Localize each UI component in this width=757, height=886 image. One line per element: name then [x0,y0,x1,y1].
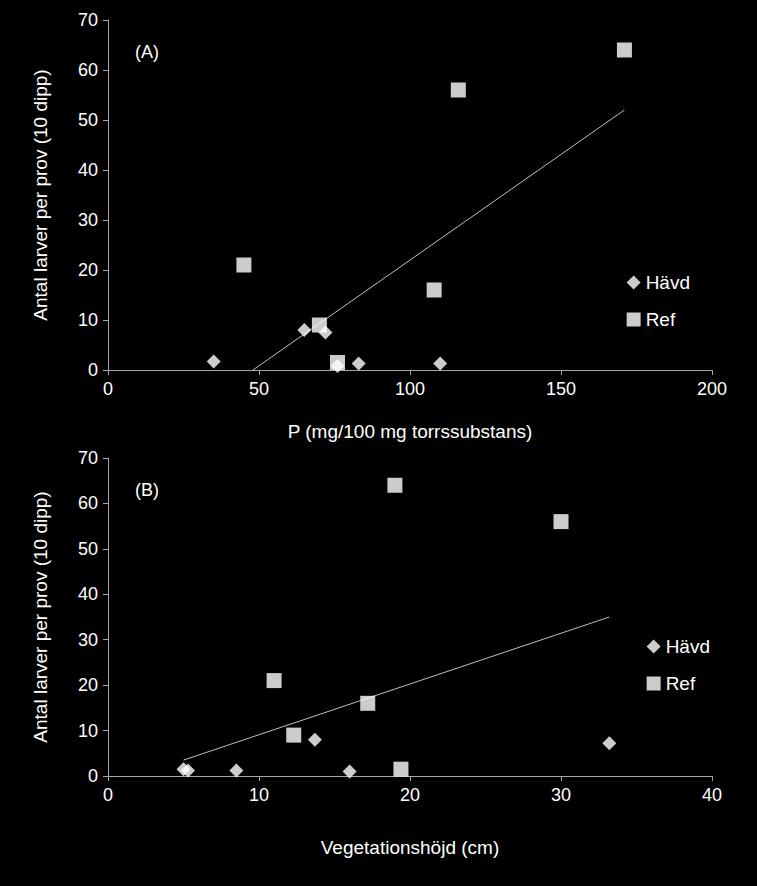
svg-text:30: 30 [78,630,98,650]
svg-text:60: 60 [78,60,98,80]
svg-text:(A): (A) [135,42,159,62]
svg-text:Ref: Ref [666,673,696,694]
svg-text:0: 0 [103,785,113,805]
svg-text:0: 0 [88,766,98,786]
svg-text:70: 70 [78,10,98,30]
svg-text:Ref: Ref [646,309,676,330]
svg-text:(B): (B) [135,480,159,500]
svg-text:50: 50 [78,539,98,559]
svg-text:100: 100 [395,379,425,399]
svg-text:40: 40 [78,584,98,604]
svg-text:40: 40 [78,160,98,180]
svg-text:200: 200 [697,379,727,399]
svg-text:60: 60 [78,493,98,513]
svg-text:0: 0 [103,379,113,399]
svg-text:0: 0 [88,360,98,380]
svg-text:20: 20 [78,260,98,280]
svg-text:Antal larver per prov (10 dipp: Antal larver per prov (10 dipp) [30,69,51,320]
svg-text:150: 150 [546,379,576,399]
svg-text:10: 10 [249,785,269,805]
svg-text:Hävd: Hävd [666,636,710,657]
svg-text:P (mg/100 mg torrssubstans): P (mg/100 mg torrssubstans) [288,421,533,442]
svg-text:30: 30 [551,785,571,805]
svg-text:10: 10 [78,721,98,741]
svg-text:30: 30 [78,210,98,230]
svg-text:10: 10 [78,310,98,330]
svg-text:Antal larver per prov (10 dipp: Antal larver per prov (10 dipp) [30,491,51,742]
svg-text:Vegetationshöjd (cm): Vegetationshöjd (cm) [321,837,500,858]
svg-text:50: 50 [249,379,269,399]
svg-text:20: 20 [400,785,420,805]
svg-text:70: 70 [78,448,98,468]
svg-text:Hävd: Hävd [646,272,690,293]
svg-text:20: 20 [78,675,98,695]
svg-text:40: 40 [702,785,722,805]
svg-text:50: 50 [78,110,98,130]
